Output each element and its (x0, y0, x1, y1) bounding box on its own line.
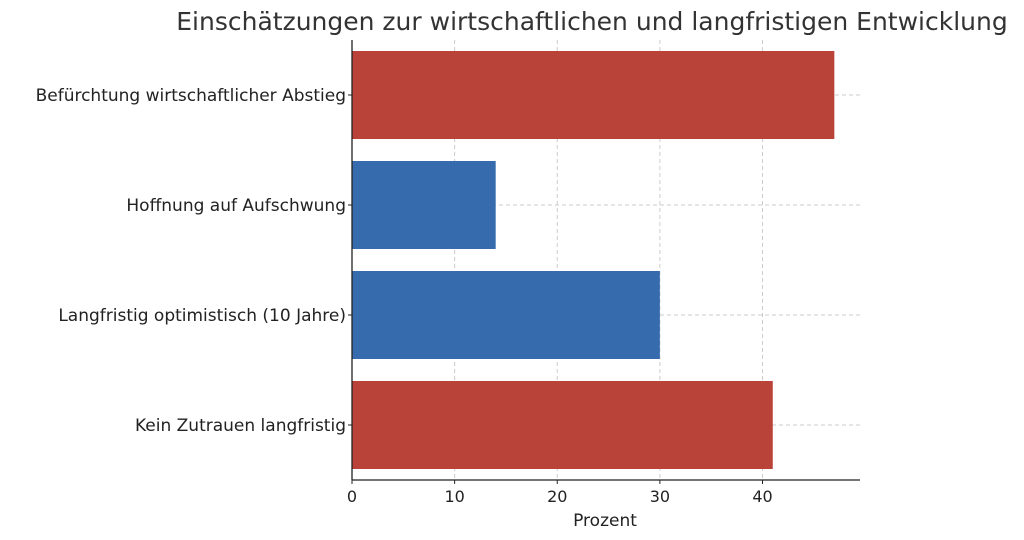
bar (352, 381, 773, 469)
category-label: Befürchtung wirtschaftlicher Abstieg (36, 86, 346, 106)
chart-title: Einschätzungen zur wirtschaftlichen und … (176, 7, 1007, 36)
category-label: Hoffnung auf Aufschwung (126, 196, 346, 216)
x-axis-title: Prozent (573, 511, 637, 531)
axes (348, 40, 860, 481)
x-ticks: 0 10 20 30 40 (347, 480, 773, 506)
x-tick-label: 20 (547, 487, 567, 506)
x-tick-label: 10 (444, 487, 464, 506)
x-tick-label: 30 (650, 487, 670, 506)
bar (352, 161, 496, 249)
x-tick-label: 40 (752, 487, 772, 506)
x-tick-label: 0 (347, 487, 357, 506)
bar (352, 51, 835, 139)
bars (352, 51, 835, 469)
category-labels: Befürchtung wirtschaftlicher Abstieg Hoff… (36, 86, 346, 436)
category-label: Kein Zutrauen langfristig (135, 416, 346, 436)
bar (352, 271, 660, 359)
category-label: Langfristig optimistisch (10 Jahre) (58, 306, 346, 326)
